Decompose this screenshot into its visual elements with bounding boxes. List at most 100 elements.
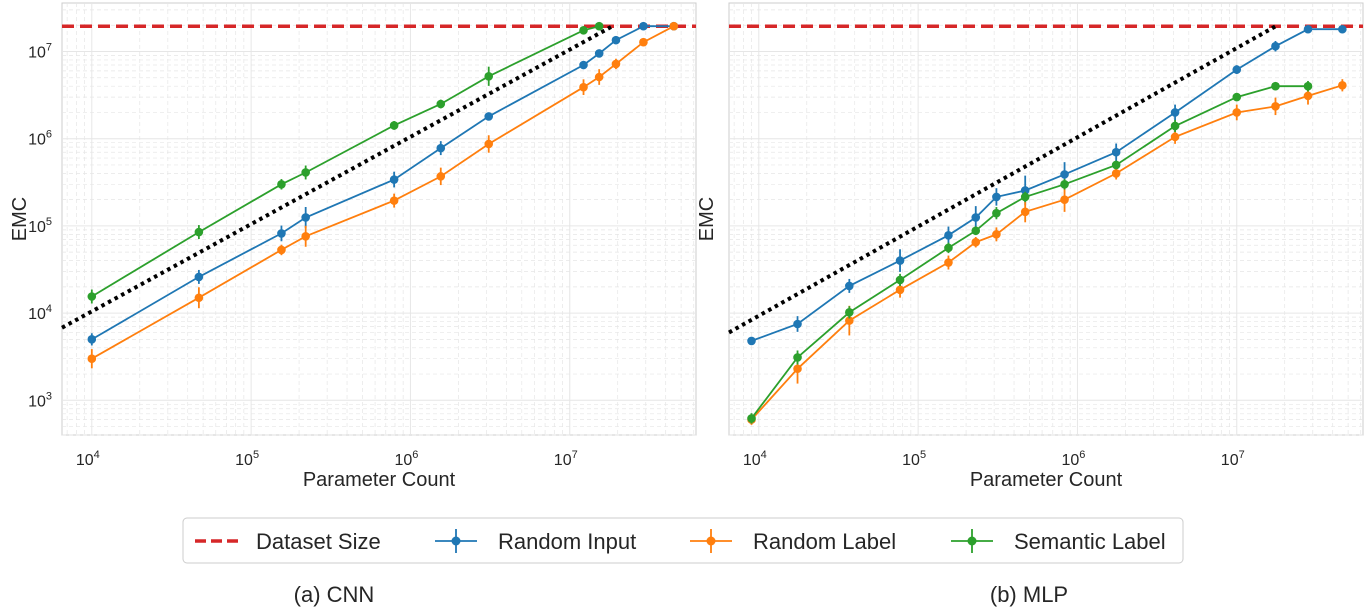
data-point — [1060, 180, 1069, 189]
data-point — [1271, 102, 1280, 111]
data-point — [484, 139, 494, 149]
data-point — [87, 335, 97, 344]
panel-mlp: 104 105 106 107 Parameter Count EMC (b) MLP — [696, 2, 1364, 607]
series-line-semantic-label — [750, 85, 1308, 419]
series-random-label-cnn — [87, 21, 679, 369]
data-point — [436, 172, 446, 181]
data-point — [579, 60, 588, 70]
data-point — [944, 243, 953, 253]
data-point — [1271, 41, 1280, 51]
data-point — [436, 143, 446, 153]
data-point — [277, 229, 286, 238]
data-point — [1303, 24, 1313, 34]
data-point — [436, 99, 446, 109]
data-point — [484, 112, 494, 121]
data-point — [793, 353, 802, 362]
x-tick-label: 107 — [554, 449, 578, 469]
x-tick-label: 106 — [1061, 449, 1085, 469]
data-point — [579, 82, 588, 92]
data-point — [301, 213, 310, 222]
legend-semantic-label-swatch — [951, 529, 993, 553]
data-point — [944, 258, 953, 267]
data-point — [639, 37, 648, 47]
data-point — [301, 168, 310, 177]
x-tick-label: 105 — [235, 449, 259, 469]
data-point — [669, 21, 679, 31]
y-tick-label: 103 — [28, 390, 52, 410]
data-point — [579, 26, 588, 35]
data-point — [1338, 80, 1347, 90]
data-point — [1170, 132, 1180, 142]
y-axis-label-mlp: EMC — [696, 197, 718, 241]
data-point — [87, 354, 97, 363]
plot-area-mlp — [728, 2, 1364, 436]
data-point — [277, 180, 286, 189]
series-semantic-label-mlp — [747, 80, 1313, 424]
data-point — [971, 237, 981, 247]
data-point — [594, 72, 604, 82]
data-point — [1303, 91, 1313, 101]
legend-random-label-swatch — [690, 529, 732, 553]
data-point — [747, 414, 756, 423]
data-point — [944, 231, 953, 240]
data-point — [389, 175, 399, 184]
panel-cnn: 104 105 106 107 103 104 105 106 107 Parameter C… — [9, 2, 697, 607]
data-point — [1232, 108, 1242, 117]
data-point — [484, 71, 494, 81]
data-point — [992, 208, 1001, 218]
data-point — [639, 21, 648, 31]
data-point — [277, 245, 286, 255]
data-point — [793, 319, 802, 329]
data-point — [1111, 147, 1121, 157]
data-point — [1232, 92, 1242, 102]
data-point — [1020, 192, 1030, 202]
y-axis-label-cnn: EMC — [9, 197, 31, 241]
series-line-random-input — [91, 25, 674, 341]
data-point — [389, 121, 399, 130]
data-point — [793, 364, 802, 374]
x-axis-label-mlp: Parameter Count — [970, 469, 1123, 491]
data-point — [1020, 186, 1030, 195]
data-point — [194, 293, 204, 303]
data-point — [301, 231, 310, 241]
data-point — [194, 227, 204, 237]
data-point — [845, 308, 854, 317]
data-point — [194, 272, 204, 282]
series-random-input-mlp — [747, 24, 1347, 346]
data-point — [1232, 65, 1242, 74]
legend-random-label-label: Random Label — [753, 529, 896, 554]
legend: Dataset Size Random Input Random Label S… — [182, 517, 1184, 564]
x-tick-label: 104 — [743, 449, 767, 469]
y-tick-label: 104 — [28, 303, 52, 323]
data-point — [971, 213, 981, 222]
x-tick-label: 104 — [76, 449, 100, 469]
series-semantic-label-cnn — [87, 21, 604, 304]
x-tick-label: 106 — [394, 449, 418, 469]
plot-area-cnn — [61, 2, 697, 436]
series-line-random-label — [91, 25, 675, 360]
data-point — [895, 256, 905, 265]
data-point — [1060, 170, 1069, 179]
caption-mlp: (b) MLP — [990, 582, 1068, 607]
x-axis-label-cnn: Parameter Count — [303, 469, 456, 491]
data-point — [1271, 81, 1280, 91]
legend-box — [182, 517, 1184, 564]
data-point — [1170, 108, 1180, 117]
data-point — [1111, 169, 1121, 178]
x-tick-label: 105 — [902, 449, 926, 469]
legend-random-input-label: Random Input — [498, 529, 636, 554]
y-tick-label: 107 — [28, 42, 52, 62]
data-point — [1060, 195, 1069, 204]
caption-cnn: (a) CNN — [294, 582, 375, 607]
legend-dataset-size-label: Dataset Size — [256, 529, 381, 554]
data-point — [1111, 160, 1121, 170]
data-point — [992, 192, 1001, 202]
data-point — [1303, 81, 1313, 91]
data-point — [594, 21, 604, 31]
data-point — [895, 285, 905, 295]
data-point — [1020, 207, 1030, 217]
data-point — [971, 226, 981, 236]
data-point — [845, 316, 854, 325]
legend-random-input-swatch — [435, 529, 477, 553]
